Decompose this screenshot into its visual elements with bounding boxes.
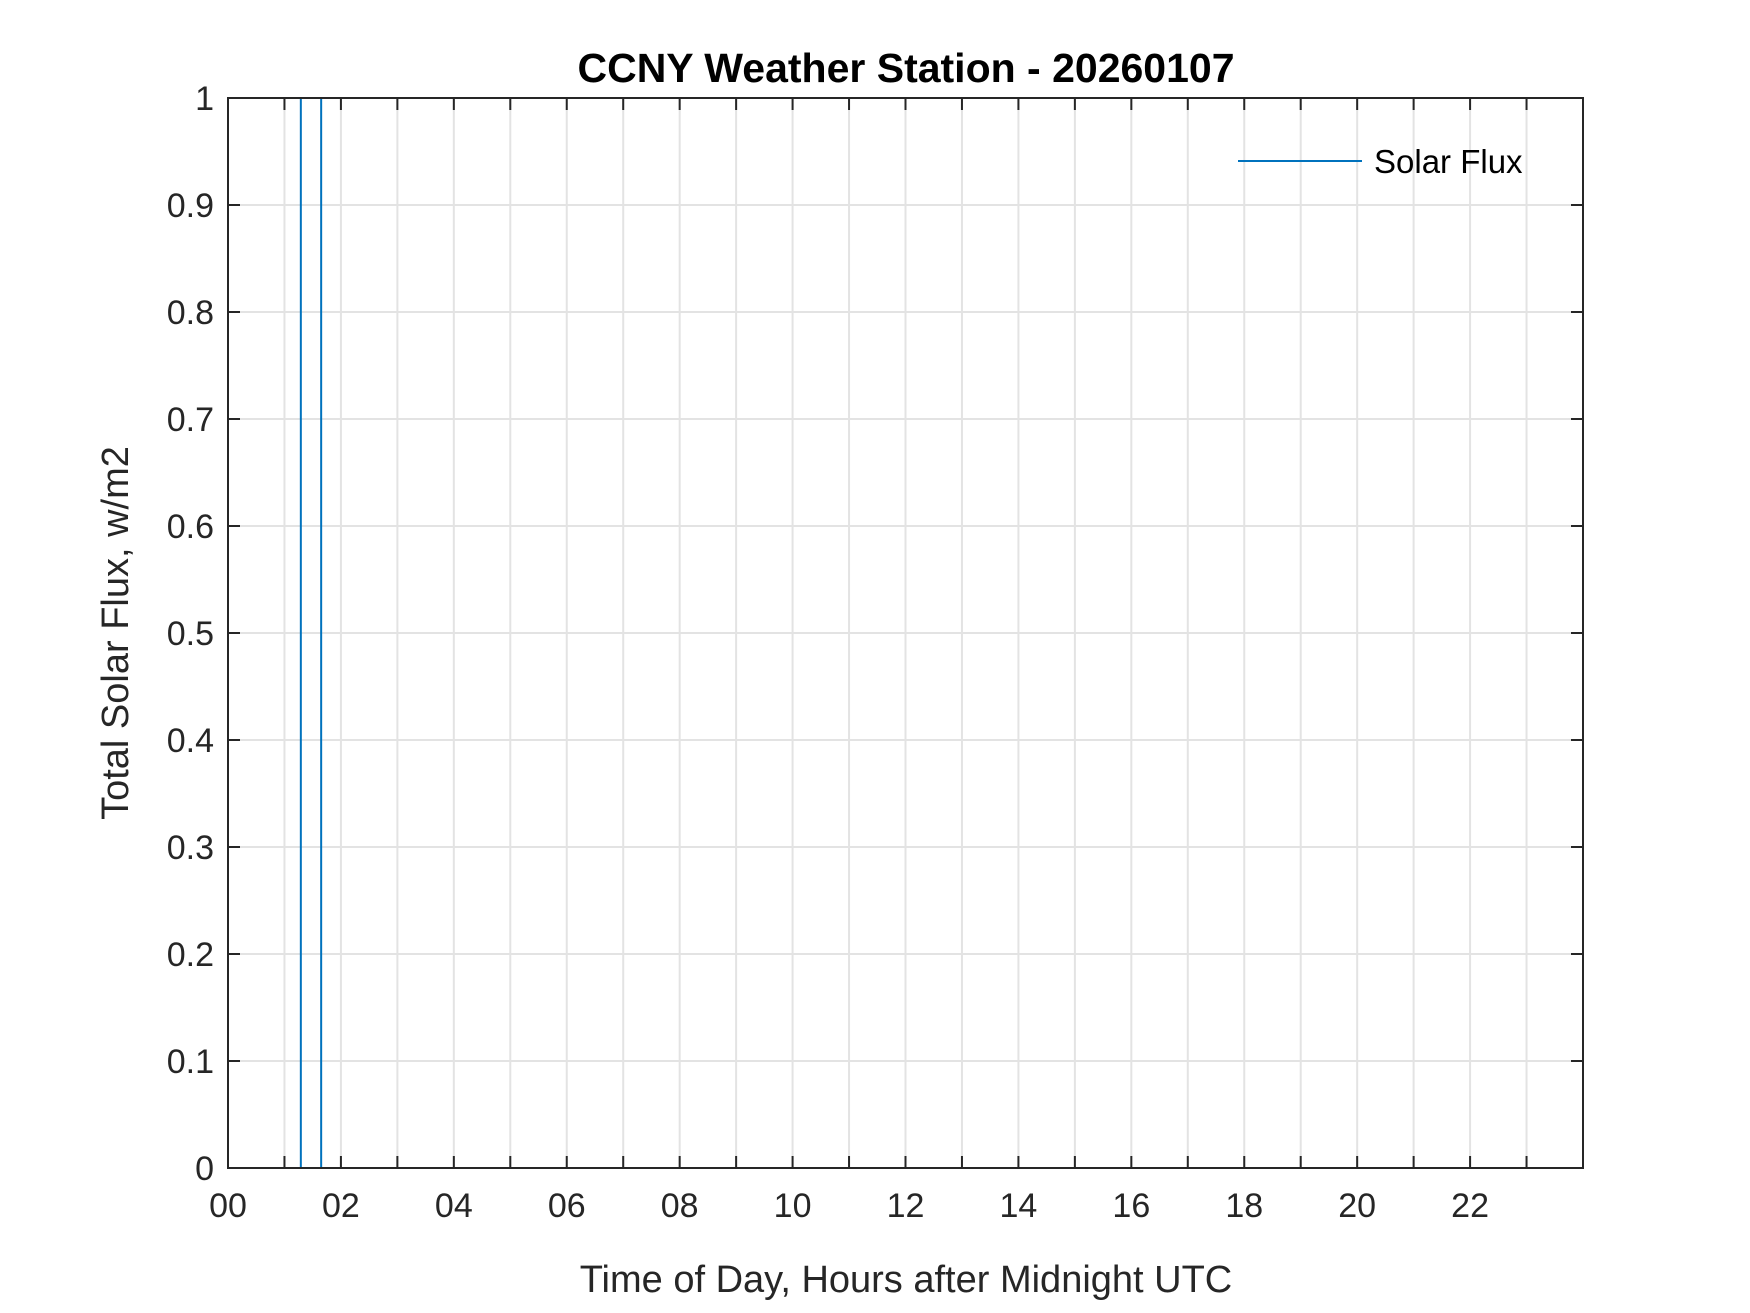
y-tick-label: 0.7 [167,401,214,439]
y-tick-label: 0.1 [167,1043,214,1081]
y-tick-label: 0.4 [167,722,214,760]
x-tick-label: 20 [1338,1187,1376,1225]
x-tick-label: 04 [435,1187,473,1225]
x-tick-label: 14 [1000,1187,1038,1225]
x-axis-label: Time of Day, Hours after Midnight UTC [580,1259,1233,1301]
y-tick-label: 0.2 [167,936,214,974]
x-tick-label: 16 [1112,1187,1150,1225]
legend: Solar Flux [1238,143,1523,180]
y-tick-label: 0.5 [167,615,214,653]
x-tick-label: 22 [1451,1187,1489,1225]
y-tick-label: 0.8 [167,294,214,332]
grid [228,98,1583,1168]
x-tick-label: 18 [1225,1187,1263,1225]
x-tick-label: 10 [774,1187,812,1225]
x-tick-label: 06 [548,1187,586,1225]
series-layer [299,98,323,1168]
x-tick-label: 00 [209,1187,247,1225]
ticks [228,98,1583,1168]
legend-label-solar-flux: Solar Flux [1374,143,1523,180]
x-tick-label: 08 [661,1187,699,1225]
y-axis-label: Total Solar Flux, w/m2 [95,446,137,820]
x-tick-label: 12 [887,1187,925,1225]
x-tick-label: 02 [322,1187,360,1225]
y-tick-label: 0.6 [167,508,214,546]
y-tick-label: 0.3 [167,829,214,867]
y-tick-label: 0.9 [167,187,214,225]
chart-title: CCNY Weather Station - 20260107 [577,45,1234,91]
tick-labels: 0 0.1 0.2 0.3 0.4 0.5 0.6 0.7 0.8 0.9 1 00 02 04 06 08 1… [167,80,1489,1225]
y-tick-label: 0 [195,1150,214,1188]
y-tick-label: 1 [195,80,214,118]
